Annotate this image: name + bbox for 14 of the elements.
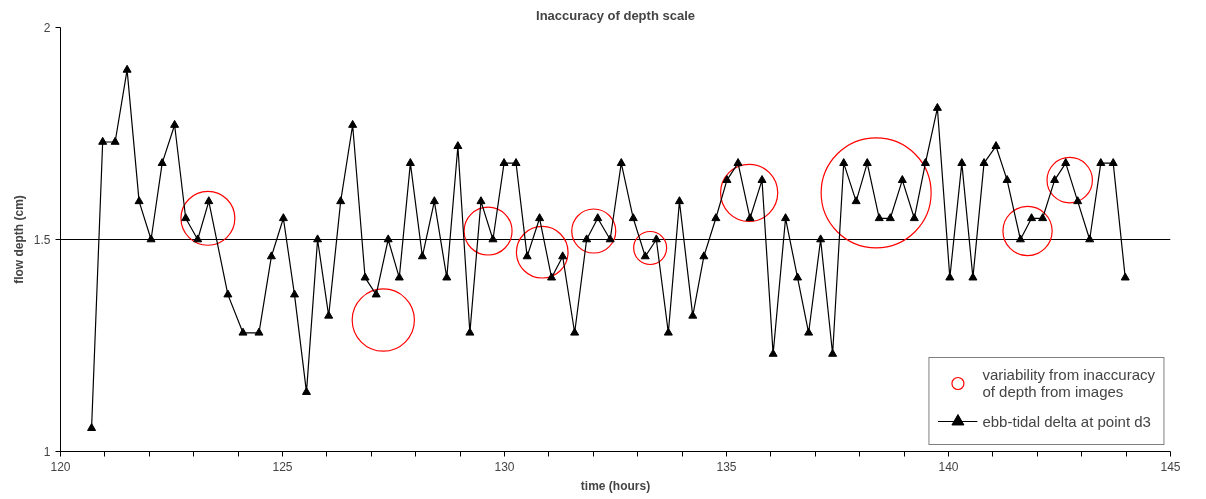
legend-label: ebb-tidal delta at point d3 (982, 412, 1151, 430)
legend-label: variability from inaccuracy of depth from images (982, 366, 1155, 400)
x-tick-label: 125 (272, 459, 293, 474)
x-tick-label: 130 (494, 459, 515, 474)
x-tick-label: 120 (50, 459, 71, 474)
x-tick-label: 135 (716, 459, 737, 474)
y-tick-label: 1 (43, 445, 51, 459)
x-axis-title: time (hours) (580, 478, 651, 493)
y-tick-label: 2 (43, 21, 51, 35)
x-tick-label: 145 (1160, 459, 1181, 474)
x-tick-label: 140 (938, 459, 959, 474)
y-axis-title: flow depth (cm) (11, 195, 26, 284)
chart-title: Inaccuracy of depth scale (536, 7, 695, 23)
y-tick-label: 1.5 (33, 233, 51, 247)
